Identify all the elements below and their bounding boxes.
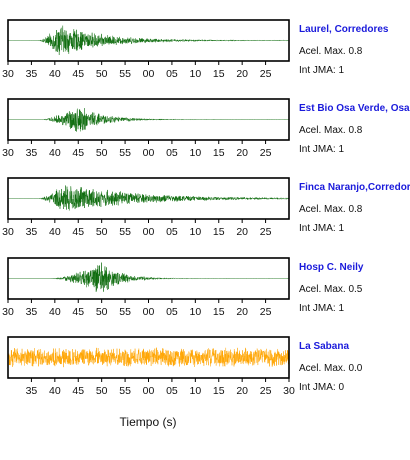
max-accel-label: Acel. Max. 0.8 <box>299 125 363 136</box>
waveform-trace <box>8 262 290 292</box>
station-name: La Sabana <box>299 341 349 352</box>
x-tick-label: 15 <box>213 68 225 80</box>
x-tick-label: 00 <box>143 306 155 318</box>
max-accel-label: Acel. Max. 0.0 <box>299 363 363 374</box>
x-tick-label: 35 <box>26 226 38 238</box>
x-tick-label: 25 <box>260 68 272 80</box>
x-tick-label: 40 <box>49 147 61 159</box>
x-tick-label: 00 <box>143 385 155 397</box>
x-tick-label: 30 <box>2 226 14 238</box>
x-tick-label: 15 <box>213 385 225 397</box>
x-tick-label: 55 <box>119 306 131 318</box>
x-tick-label: 15 <box>213 147 225 159</box>
x-tick-label: 20 <box>236 147 248 159</box>
x-tick-label: 05 <box>166 147 178 159</box>
x-tick-label: 45 <box>72 147 84 159</box>
x-axis-label: Tiempo (s) <box>120 415 177 429</box>
panel-2: 30 35 40 45 50 55 00 05 10 15 20 25 Est Bio Osa Verd… <box>2 98 410 159</box>
x-tick-label: 50 <box>96 68 108 80</box>
jma-intensity-label: Int JMA: 1 <box>299 223 344 234</box>
panel-4: 30 35 40 45 50 55 00 05 10 15 20 25 Hosp C. Neily Ace… <box>2 257 364 318</box>
x-tick-label: 40 <box>49 385 61 397</box>
x-tick-label: 05 <box>166 306 178 318</box>
x-tick-label: 55 <box>119 226 131 238</box>
x-tick-label: 20 <box>236 306 248 318</box>
x-tick-label: 50 <box>96 226 108 238</box>
x-tick-label: 45 <box>72 226 84 238</box>
x-tick-label: 25 <box>260 306 272 318</box>
x-tick-label: 30 <box>2 147 14 159</box>
panel-3: 30 35 40 45 50 55 00 05 10 15 20 25 Finca Naranjo,Co… <box>2 177 410 238</box>
x-tick-label: 35 <box>26 385 38 397</box>
x-tick-label: 20 <box>236 226 248 238</box>
x-tick-label: 10 <box>189 306 201 318</box>
x-tick-label: 00 <box>143 226 155 238</box>
waveform-trace <box>7 25 290 56</box>
station-name: Laurel, Corredores <box>299 24 389 35</box>
x-tick-label: 30 <box>2 306 14 318</box>
x-tick-label: 25 <box>260 226 272 238</box>
x-tick-label: 45 <box>72 306 84 318</box>
max-accel-label: Acel. Max. 0.5 <box>299 284 363 295</box>
x-tick-label: 55 <box>119 147 131 159</box>
x-tick-label: 55 <box>119 68 131 80</box>
waveform-trace <box>7 185 290 211</box>
waveform-trace <box>7 347 290 368</box>
x-tick-label: 40 <box>49 226 61 238</box>
x-tick-label: 45 <box>72 68 84 80</box>
x-tick-label: 35 <box>26 306 38 318</box>
x-tick-label: 20 <box>236 385 248 397</box>
x-tick-label: 25 <box>260 385 272 397</box>
max-accel-label: Acel. Max. 0.8 <box>299 204 363 215</box>
x-tick-label: 45 <box>72 385 84 397</box>
x-tick-label: 40 <box>49 306 61 318</box>
panel-5: 35 40 45 50 55 00 05 10 15 20 25 30 La Sabana Acel. M… <box>7 336 363 397</box>
jma-intensity-label: Int JMA: 0 <box>299 382 344 393</box>
x-tick-label: 50 <box>96 306 108 318</box>
waveform-trace <box>7 108 290 132</box>
x-tick-label: 00 <box>143 147 155 159</box>
x-tick-label: 05 <box>166 68 178 80</box>
x-tick-label: 10 <box>189 147 201 159</box>
x-tick-label: 50 <box>96 147 108 159</box>
x-tick-label: 20 <box>236 68 248 80</box>
x-tick-label: 10 <box>189 385 201 397</box>
x-tick-label: 55 <box>119 385 131 397</box>
x-tick-label: 50 <box>96 385 108 397</box>
x-tick-label: 10 <box>189 226 201 238</box>
station-name: Hosp C. Neily <box>299 262 364 273</box>
x-tick-label: 30 <box>283 385 295 397</box>
x-tick-label: 05 <box>166 385 178 397</box>
jma-intensity-label: Int JMA: 1 <box>299 65 344 76</box>
panel-1: 30 35 40 45 50 55 00 05 10 15 20 25 Laurel, Corredor… <box>2 19 389 80</box>
x-tick-label: 35 <box>26 68 38 80</box>
x-tick-label: 15 <box>213 226 225 238</box>
x-tick-label: 10 <box>189 68 201 80</box>
station-name: Finca Naranjo,Corredores <box>299 182 410 193</box>
x-tick-label: 05 <box>166 226 178 238</box>
x-tick-label: 30 <box>2 68 14 80</box>
max-accel-label: Acel. Max. 0.8 <box>299 46 363 57</box>
x-tick-label: 35 <box>26 147 38 159</box>
station-name: Est Bio Osa Verde, Osa <box>299 103 410 114</box>
x-tick-label: 00 <box>143 68 155 80</box>
jma-intensity-label: Int JMA: 1 <box>299 303 344 314</box>
x-tick-label: 15 <box>213 306 225 318</box>
jma-intensity-label: Int JMA: 1 <box>299 144 344 155</box>
x-tick-label: 25 <box>260 147 272 159</box>
x-tick-label: 40 <box>49 68 61 80</box>
